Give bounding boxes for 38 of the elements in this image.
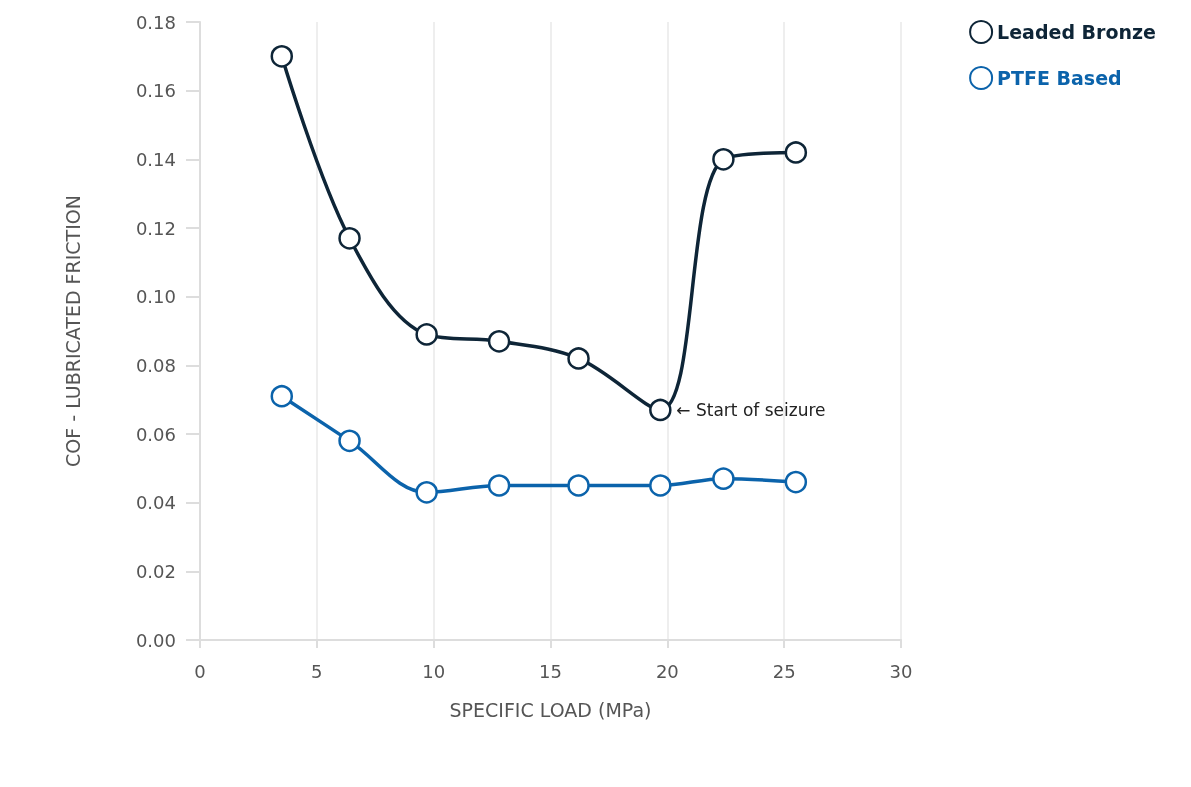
point	[649, 398, 672, 422]
point	[784, 470, 808, 494]
point	[712, 467, 735, 490]
point	[487, 330, 511, 353]
point	[415, 323, 438, 346]
point	[784, 141, 808, 164]
y-tick-label: 0.08	[135, 354, 176, 376]
x-axis-title: SPECIFIC LOAD (MPa)	[449, 698, 652, 721]
point	[649, 474, 672, 497]
y-tick-label: 0.10	[135, 286, 176, 308]
x-tick-label: 10	[422, 660, 446, 682]
y-tick-label: 0.06	[135, 423, 176, 445]
x-tick-label: 25	[772, 660, 796, 682]
point	[567, 347, 590, 370]
x-tick-label: 30	[889, 660, 913, 682]
x-tick-label: 0	[194, 660, 206, 682]
y-tick-label: 0.02	[135, 560, 176, 582]
point	[338, 429, 361, 453]
point	[415, 481, 438, 504]
y-tick-label: 0.04	[135, 492, 176, 514]
legend-label: PTFE Based	[997, 67, 1122, 89]
point	[487, 474, 511, 497]
point	[712, 148, 735, 171]
x-tick-label: 15	[539, 660, 562, 682]
point	[270, 45, 294, 68]
x-tick-label: 5	[311, 660, 323, 682]
y-axis-title: COF - LUBRICATED FRICTION	[61, 195, 84, 467]
point	[270, 384, 294, 408]
y-tick-label: 0.16	[135, 80, 176, 102]
y-tick-label: 0.14	[135, 148, 176, 170]
y-tick-label: 0.00	[135, 629, 176, 651]
annotation: ← Start of seizure	[676, 399, 826, 420]
x-tick-label: 20	[655, 660, 679, 682]
legend-label: Leaded Bronze	[997, 21, 1157, 43]
y-tick-label: 0.12	[135, 217, 176, 239]
point	[567, 474, 590, 497]
y-tick-label: 0.18	[135, 11, 176, 33]
point	[338, 227, 361, 250]
